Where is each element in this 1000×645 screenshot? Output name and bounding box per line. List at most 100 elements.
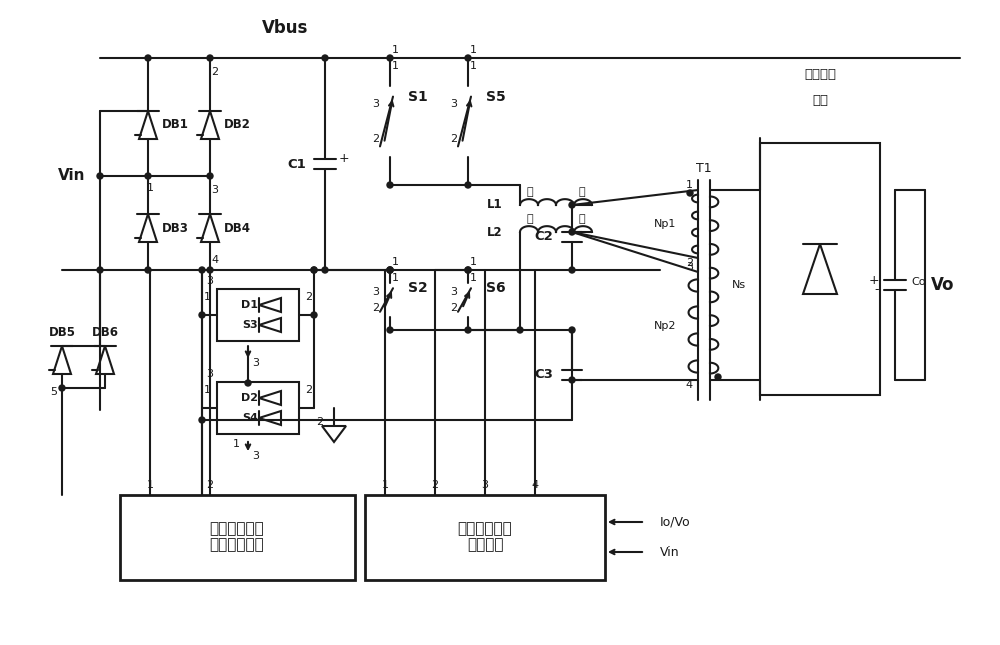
Circle shape (687, 190, 693, 196)
Text: 2: 2 (211, 67, 219, 77)
Text: DB4: DB4 (224, 221, 251, 235)
Circle shape (322, 55, 328, 61)
Text: 1: 1 (392, 273, 398, 283)
Text: DB6: DB6 (92, 326, 119, 339)
Text: 谐振错相控制: 谐振错相控制 (458, 522, 512, 537)
Text: +: + (339, 152, 349, 166)
Circle shape (715, 374, 721, 380)
Bar (217, 382, 299, 434)
Circle shape (569, 202, 575, 208)
Text: 1: 1 (392, 61, 398, 71)
Circle shape (311, 267, 317, 273)
Text: DB3: DB3 (162, 221, 189, 235)
Text: 1: 1 (470, 273, 477, 283)
Text: 输出整流: 输出整流 (804, 68, 836, 81)
Text: 2: 2 (206, 480, 214, 490)
Text: 2: 2 (316, 417, 324, 427)
Text: 1: 1 (686, 180, 693, 190)
Text: +: + (868, 273, 879, 286)
Text: 3: 3 (212, 185, 218, 195)
Circle shape (465, 182, 471, 188)
Text: -: - (874, 284, 879, 297)
Text: Io/Vo: Io/Vo (660, 515, 691, 528)
Text: 左: 左 (527, 214, 533, 224)
Text: S5: S5 (486, 90, 506, 104)
Text: C1: C1 (288, 157, 306, 170)
Bar (120, 495, 355, 580)
Circle shape (207, 173, 213, 179)
Text: DB5: DB5 (48, 326, 76, 339)
Text: Vbus: Vbus (262, 19, 308, 37)
Text: 4: 4 (686, 380, 693, 390)
Text: Vin: Vin (660, 546, 680, 559)
Text: 1: 1 (204, 385, 210, 395)
Circle shape (569, 267, 575, 273)
Circle shape (199, 312, 205, 318)
Circle shape (387, 267, 393, 273)
Circle shape (245, 380, 251, 386)
Bar (365, 495, 605, 580)
Circle shape (387, 182, 393, 188)
Text: 1: 1 (392, 45, 398, 55)
Text: 3: 3 (482, 480, 488, 490)
Circle shape (465, 267, 471, 273)
Circle shape (311, 312, 317, 318)
Text: DB1: DB1 (162, 119, 189, 132)
Text: Np2: Np2 (654, 321, 676, 331)
Text: 2: 2 (431, 480, 439, 490)
Text: 2: 2 (305, 385, 313, 395)
Text: D1: D1 (242, 300, 258, 310)
Text: 1: 1 (470, 257, 477, 267)
Text: 电路: 电路 (812, 94, 828, 106)
Circle shape (465, 327, 471, 333)
Text: 3: 3 (372, 286, 380, 297)
Circle shape (569, 377, 575, 383)
Text: 3: 3 (207, 369, 214, 379)
Text: 错相控制电路: 错相控制电路 (210, 537, 264, 553)
Text: Vin: Vin (58, 168, 86, 183)
Circle shape (145, 267, 151, 273)
Text: 3: 3 (372, 99, 380, 109)
Text: 1: 1 (382, 480, 388, 490)
Text: S6: S6 (486, 281, 506, 295)
Text: 功率因素校正: 功率因素校正 (210, 522, 264, 537)
Circle shape (465, 267, 471, 273)
Text: 右: 右 (579, 214, 585, 224)
Circle shape (387, 55, 393, 61)
Text: 2: 2 (450, 134, 458, 144)
Text: 1: 1 (470, 45, 477, 55)
Circle shape (207, 267, 213, 273)
Text: 3: 3 (207, 276, 214, 286)
Text: Vo: Vo (931, 276, 955, 294)
Circle shape (569, 327, 575, 333)
Text: T1: T1 (696, 161, 712, 175)
Bar (217, 289, 299, 341)
Text: Np1: Np1 (654, 219, 676, 229)
Text: 3: 3 (450, 99, 458, 109)
Text: 左: 左 (527, 187, 533, 197)
Text: Co: Co (911, 277, 926, 287)
Bar (760, 143, 880, 395)
Text: 5: 5 (50, 387, 57, 397)
Text: 驱动电路: 驱动电路 (467, 537, 503, 553)
Circle shape (199, 417, 205, 423)
Text: 2: 2 (686, 258, 693, 268)
Text: 4: 4 (211, 255, 219, 265)
Circle shape (199, 267, 205, 273)
Circle shape (465, 55, 471, 61)
Text: 2: 2 (450, 303, 458, 313)
Circle shape (387, 327, 393, 333)
Circle shape (517, 327, 523, 333)
Text: L2: L2 (486, 226, 502, 239)
Text: 4: 4 (531, 480, 539, 490)
Text: Ns: Ns (732, 280, 746, 290)
Circle shape (97, 173, 103, 179)
Text: 1: 1 (232, 439, 240, 449)
Text: 1: 1 (392, 257, 398, 267)
Text: S1: S1 (408, 90, 428, 104)
Text: L1: L1 (486, 199, 502, 212)
Text: S3: S3 (242, 320, 258, 330)
Circle shape (387, 267, 393, 273)
Text: 3: 3 (252, 358, 260, 368)
Text: 2: 2 (372, 134, 380, 144)
